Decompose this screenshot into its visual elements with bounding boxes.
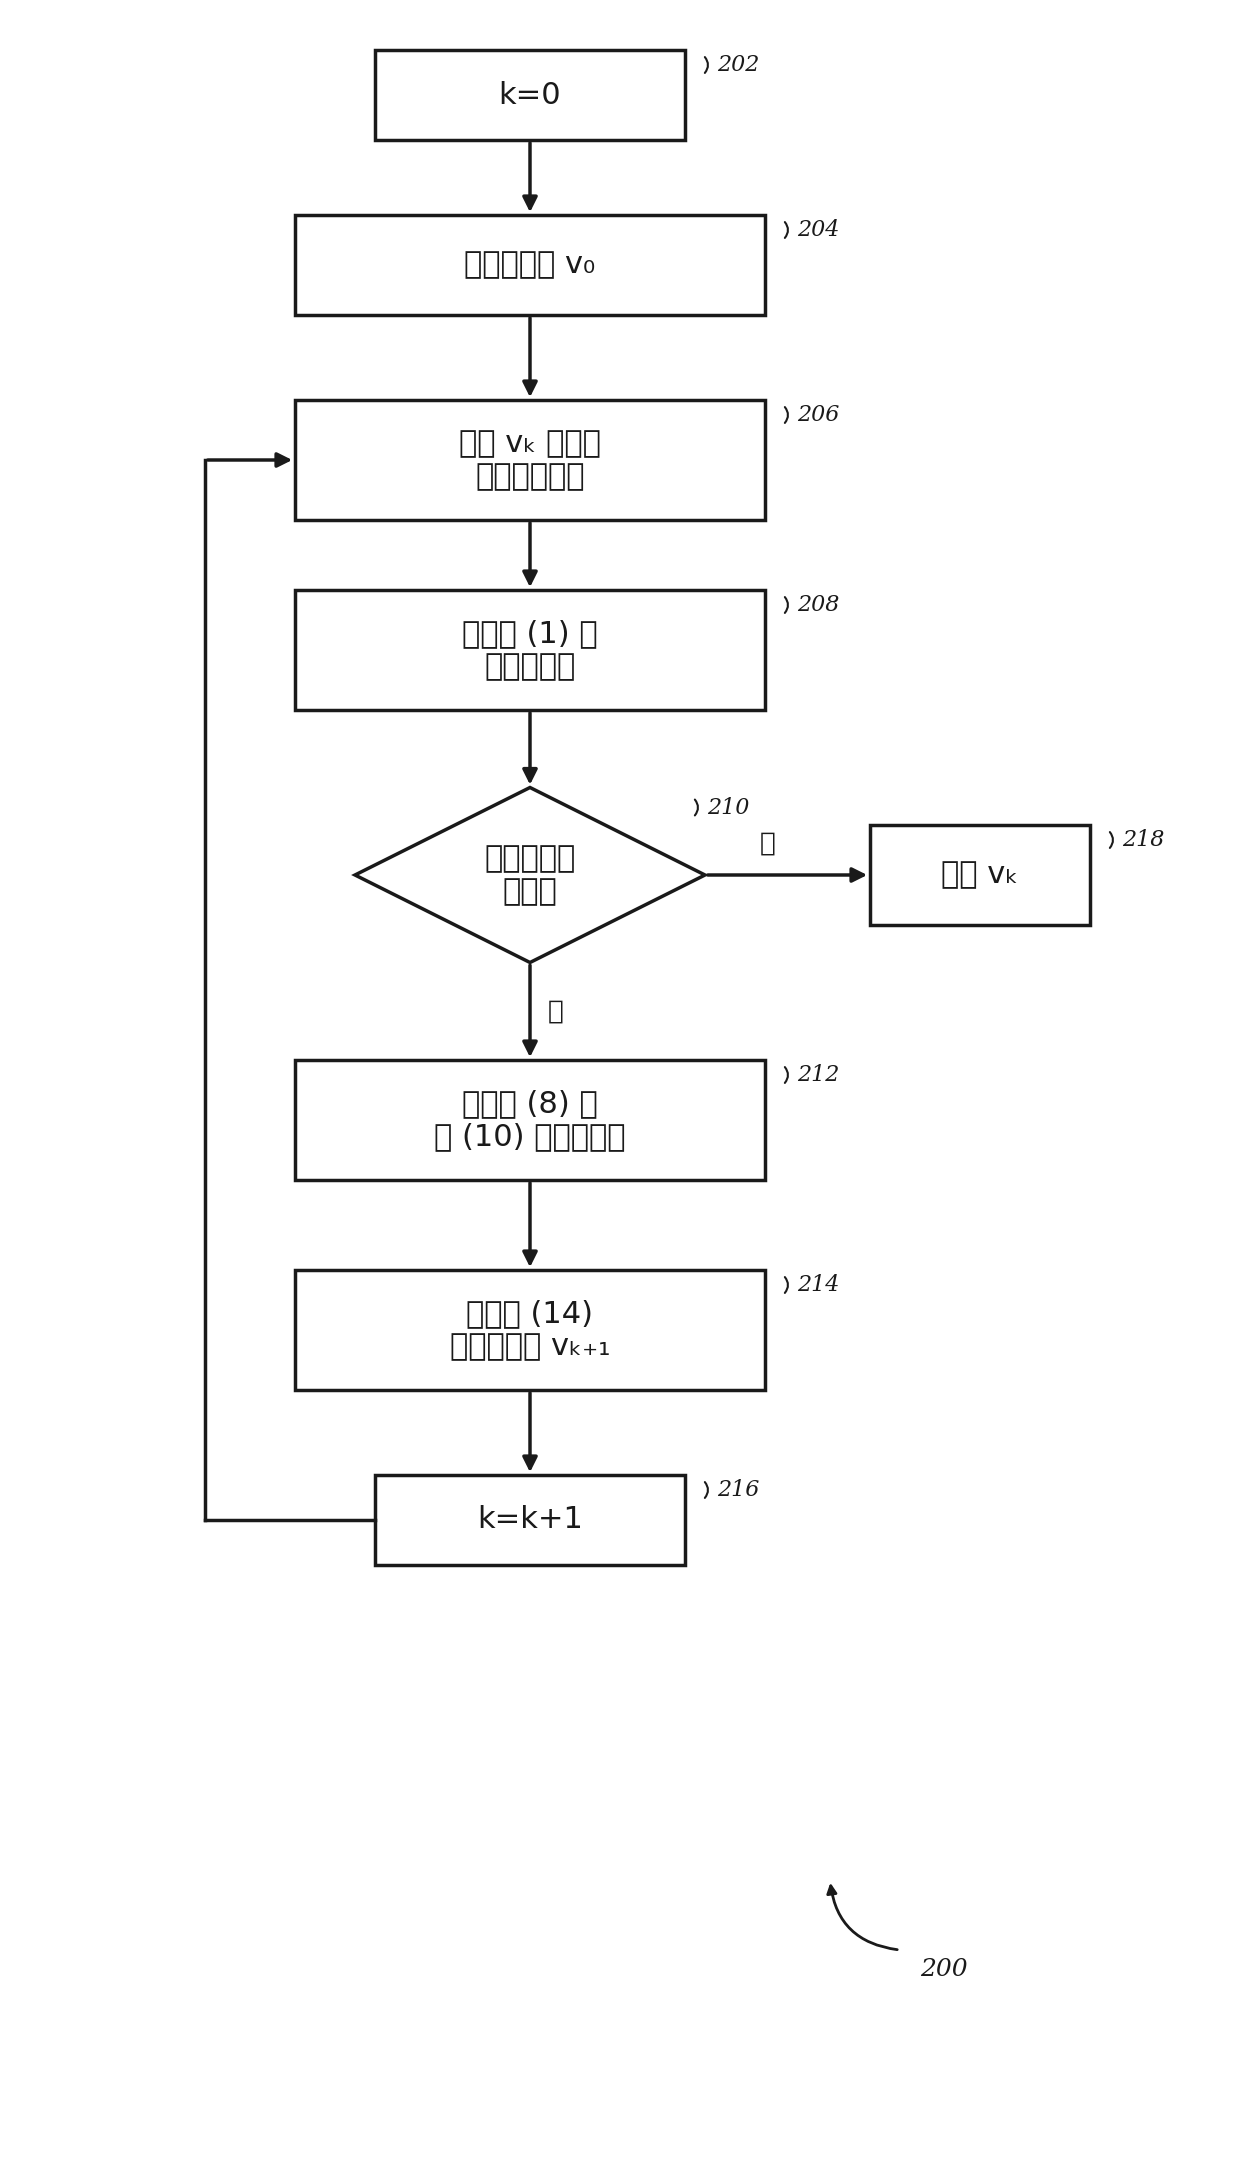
Text: 212: 212 <box>797 1064 839 1086</box>
FancyBboxPatch shape <box>374 1474 684 1566</box>
FancyBboxPatch shape <box>295 591 765 711</box>
FancyArrowPatch shape <box>828 1887 898 1950</box>
Text: 216: 216 <box>717 1479 759 1501</box>
Text: 使用 vₖ 来计算
合成轨迹数据: 使用 vₖ 来计算 合成轨迹数据 <box>459 430 601 491</box>
Text: 使用式 (8) 和
式 (10) 来计算梯度: 使用式 (8) 和 式 (10) 来计算梯度 <box>434 1088 626 1152</box>
Text: 是: 是 <box>760 831 775 857</box>
Text: 输出 vₖ: 输出 vₖ <box>941 861 1019 890</box>
Text: 初始化速度 v₀: 初始化速度 v₀ <box>465 251 595 279</box>
Text: 204: 204 <box>797 218 839 240</box>
Text: 218: 218 <box>1122 829 1164 851</box>
Text: k=0: k=0 <box>498 81 562 109</box>
Text: 214: 214 <box>797 1274 839 1296</box>
FancyBboxPatch shape <box>295 216 765 314</box>
Text: 200: 200 <box>920 1959 967 1983</box>
Text: 206: 206 <box>797 403 839 425</box>
FancyBboxPatch shape <box>295 1060 765 1180</box>
FancyBboxPatch shape <box>870 824 1090 925</box>
Text: 计算式 (1) 中
的目标函数: 计算式 (1) 中 的目标函数 <box>463 619 598 680</box>
Text: k=k+1: k=k+1 <box>477 1505 583 1535</box>
FancyBboxPatch shape <box>295 1269 765 1389</box>
FancyBboxPatch shape <box>295 399 765 519</box>
Text: 208: 208 <box>797 593 839 615</box>
Text: 使用式 (14)
来确定速度 vₖ₊₁: 使用式 (14) 来确定速度 vₖ₊₁ <box>450 1298 610 1361</box>
FancyBboxPatch shape <box>374 50 684 140</box>
Polygon shape <box>355 787 706 962</box>
Text: 否: 否 <box>548 999 564 1025</box>
Text: 202: 202 <box>717 55 759 76</box>
Text: 210: 210 <box>707 796 749 818</box>
Text: 目标函数＜
阈値？: 目标函数＜ 阈値？ <box>485 844 575 907</box>
